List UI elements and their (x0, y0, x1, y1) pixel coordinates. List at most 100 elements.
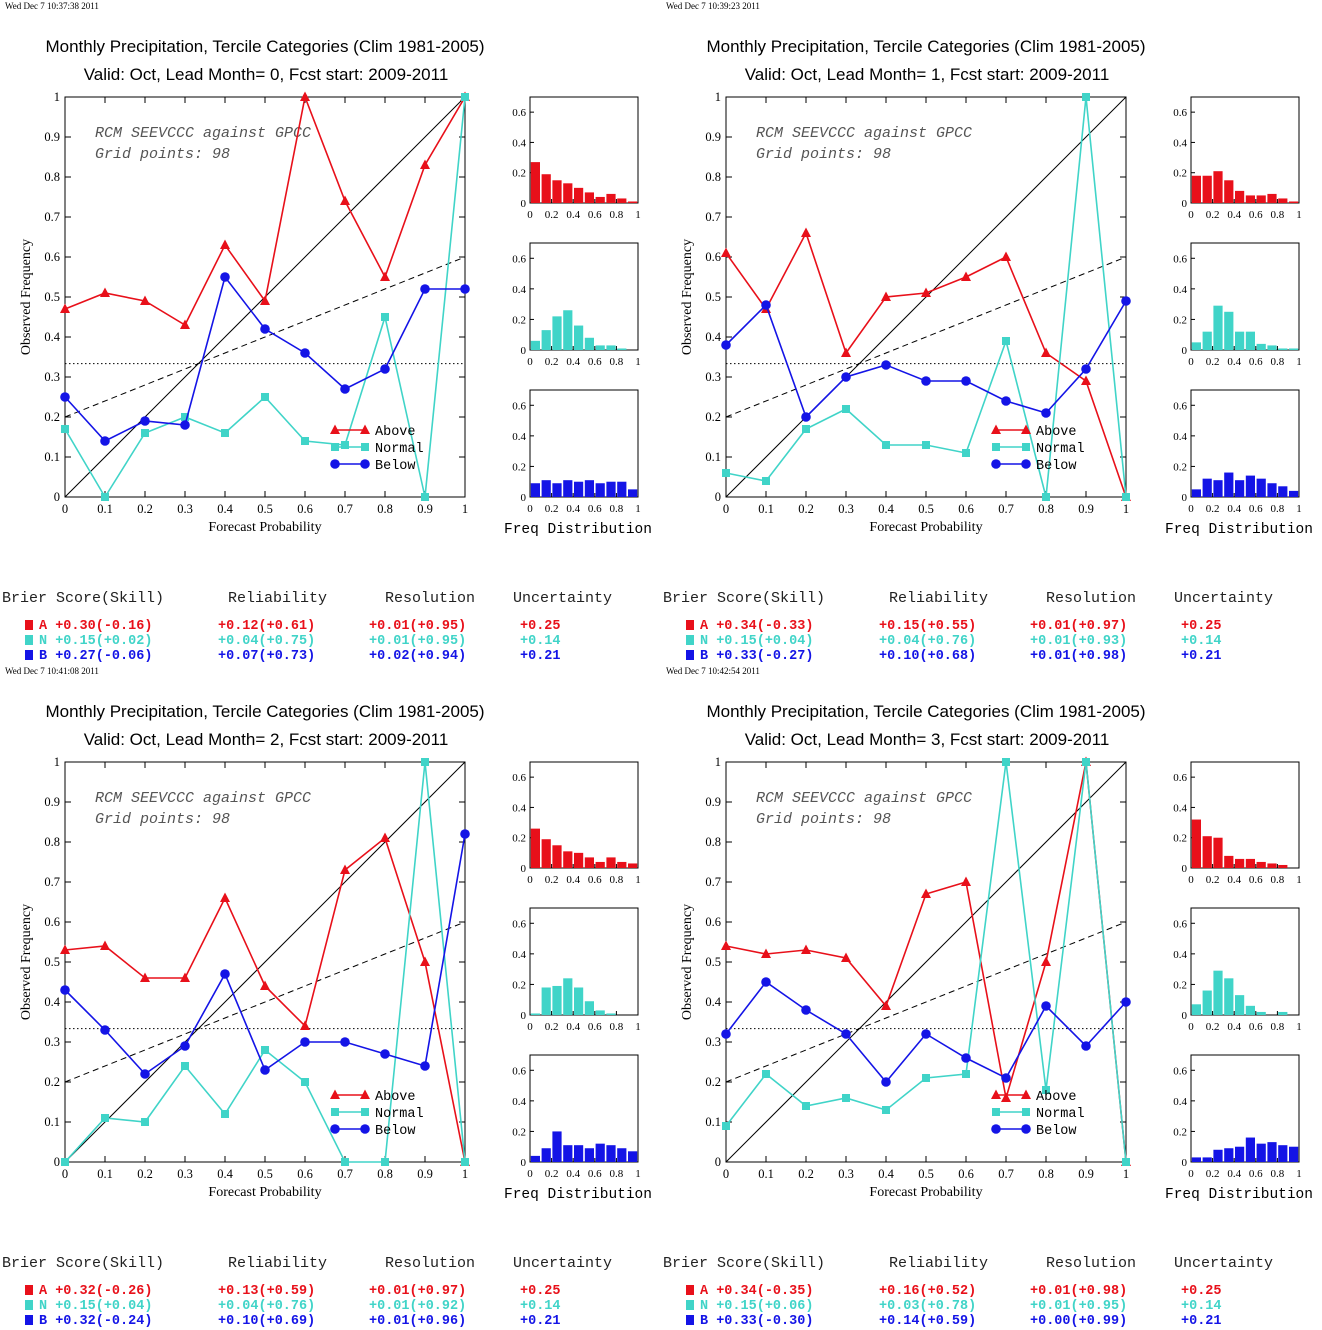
hist-bar-above (1224, 180, 1234, 203)
point-below (1041, 408, 1051, 418)
point-above (60, 303, 70, 313)
x-tick-label: 0.3 (838, 1167, 854, 1181)
hist-y-tick-label: 0.2 (512, 168, 526, 180)
point-normal (221, 1110, 229, 1118)
point-below (961, 376, 971, 386)
histogram-above: 0 0.2 0.4 0.6 0 0.2 0.4 0.6 0.8 1 (512, 761, 641, 886)
legend-marker-above (991, 1089, 1001, 1099)
legend-label-normal: Normal (1036, 1107, 1085, 1122)
point-below (1041, 1001, 1051, 1011)
point-normal (1042, 493, 1050, 501)
hist-y-tick-label: 0 (521, 863, 527, 875)
legend-marker-above (1021, 1089, 1031, 1099)
hist-y-tick-label: 0.2 (1173, 833, 1187, 845)
scores-table: Brier Score(Skill) Reliability Resolution U… (661, 1255, 1322, 1329)
hist-bar-below (1224, 472, 1234, 497)
hist-x-tick-label: 0.8 (610, 1021, 624, 1033)
legend: Above Normal Below (330, 1089, 424, 1139)
hist-bar-above (595, 861, 605, 868)
hist-bar-above (1256, 861, 1266, 868)
point-normal (381, 313, 389, 321)
legend-marker-normal (361, 1108, 369, 1116)
point-normal (101, 493, 109, 501)
point-normal (922, 1074, 930, 1082)
point-above (260, 295, 270, 305)
hist-x-tick-label: 0.8 (610, 209, 624, 221)
point-below (300, 348, 310, 358)
point-above (220, 892, 230, 902)
score-color-square (25, 635, 33, 645)
score-header: Reliability (889, 590, 989, 607)
hist-bar-below (541, 1148, 551, 1162)
hist-bar-normal (1202, 331, 1212, 350)
hist-x-tick-label: 1 (635, 356, 641, 368)
y-tick-label: 0.3 (705, 1035, 721, 1049)
score-rel: +0.04(+0.76) (879, 634, 977, 649)
hist-y-tick-label: 0.2 (512, 833, 526, 845)
x-axis-label: Forecast Probability (208, 520, 321, 535)
hist-bar-below (552, 483, 562, 497)
y-tick-label: 0.2 (705, 1075, 721, 1089)
score-color-square (686, 635, 694, 645)
score-res: +0.01(+0.96) (369, 1314, 467, 1329)
x-axis-label: Forecast Probability (869, 520, 982, 535)
histogram-frame (1190, 907, 1300, 1016)
score-unc: +0.14 (1181, 634, 1222, 649)
hist-y-tick-label: 0.4 (1173, 802, 1187, 814)
y-tick-label: 0 (715, 1155, 721, 1169)
legend-marker-above (1021, 424, 1031, 434)
hist-bar-below (530, 1155, 540, 1162)
x-tick-label: 0.1 (97, 502, 113, 516)
hist-x-tick-label: 0.6 (1249, 1021, 1263, 1033)
point-above (961, 271, 971, 281)
hist-x-tick-label: 0.8 (610, 874, 624, 886)
score-unc: +0.21 (520, 649, 561, 664)
point-below (420, 284, 430, 294)
point-above (260, 980, 270, 990)
y-tick-label: 0.7 (705, 210, 721, 224)
x-tick-label: 0.5 (918, 1167, 934, 1181)
hist-bar-below (1256, 478, 1266, 497)
score-rel: +0.04(+0.75) (218, 634, 316, 649)
series-above (721, 756, 1131, 1166)
legend-marker-below (1021, 1124, 1031, 1134)
hist-bar-below (1289, 1146, 1299, 1162)
hist-bar-above (552, 845, 562, 868)
point-above (761, 948, 771, 958)
x-tick-label: 0.7 (337, 1167, 353, 1181)
timestamp: Wed Dec 7 10:39:23 2011 (666, 1, 760, 11)
score-brier: B +0.32(-0.24) (25, 1314, 152, 1329)
legend-marker-normal (1022, 1108, 1030, 1116)
hist-y-tick-label: 0.4 (1173, 431, 1187, 443)
score-color-square (686, 1300, 694, 1310)
hist-bar-above (1213, 171, 1223, 203)
point-below (1081, 364, 1091, 374)
hist-bar-above (1235, 858, 1245, 868)
hist-y-tick-label: 0.6 (1173, 772, 1187, 784)
y-tick-label: 0 (715, 490, 721, 504)
score-letter: N (39, 634, 48, 649)
hist-x-tick-label: 1 (635, 209, 641, 221)
score-unc: +0.25 (1181, 1284, 1222, 1299)
y-tick-label: 0.4 (44, 330, 60, 344)
legend-marker-normal (992, 443, 1000, 451)
score-row-above: A +0.32(-0.26) +0.13(+0.59) +0.01(+0.97) +0… (0, 1284, 661, 1299)
y-tick-label: 0.3 (44, 370, 60, 384)
series-below (60, 272, 470, 446)
hist-y-tick-label: 0.6 (512, 400, 526, 412)
hist-bar-below (1278, 486, 1288, 497)
point-below (721, 1029, 731, 1039)
point-normal (1042, 1086, 1050, 1094)
point-below (881, 1077, 891, 1087)
point-above (801, 227, 811, 237)
perfect-reliability-line (64, 761, 466, 1163)
y-tick-label: 0.4 (705, 995, 721, 1009)
score-header: Brier Score(Skill) (663, 590, 826, 607)
legend-marker-above (330, 424, 340, 434)
hist-bar-normal (563, 310, 573, 350)
hist-bar-below (574, 1145, 584, 1162)
score-row-above: A +0.30(-0.16) +0.12(+0.61) +0.01(+0.95) +0… (0, 619, 661, 634)
score-header: Brier Score(Skill) (663, 1255, 826, 1272)
score-row-below: B +0.27(-0.06) +0.07(+0.73) +0.02(+0.94) +0… (0, 649, 661, 664)
hist-y-tick-label: 0.2 (512, 461, 526, 473)
